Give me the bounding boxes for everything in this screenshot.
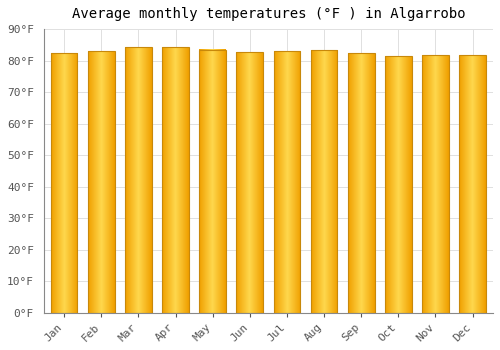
Bar bbox=[200, 50, 226, 313]
Title: Average monthly temperatures (°F ) in Algarrobo: Average monthly temperatures (°F ) in Al… bbox=[72, 7, 465, 21]
Bar bbox=[274, 51, 300, 313]
Bar bbox=[385, 56, 411, 313]
Bar bbox=[348, 53, 374, 313]
Bar bbox=[460, 55, 486, 313]
Bar bbox=[422, 55, 449, 313]
Bar bbox=[310, 50, 338, 313]
Bar bbox=[125, 47, 152, 313]
Bar bbox=[236, 52, 263, 313]
Bar bbox=[88, 51, 115, 313]
Bar bbox=[162, 47, 189, 313]
Bar bbox=[50, 53, 78, 313]
